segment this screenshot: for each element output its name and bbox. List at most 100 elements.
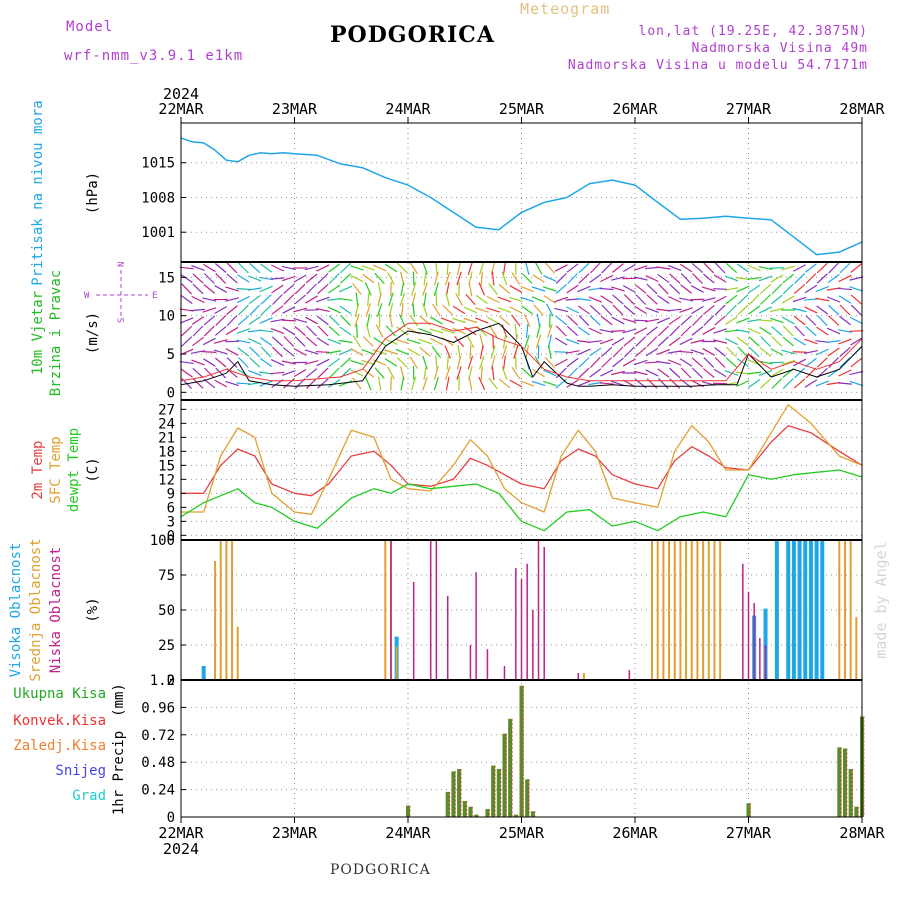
wind-barb: [502, 355, 507, 370]
wind-barb: [828, 357, 839, 368]
wind-barb: [702, 305, 715, 315]
wind-barb: [202, 351, 217, 353]
bottom-axis-label: 26MAR: [612, 824, 658, 842]
wind-barb: [339, 326, 352, 336]
cloud-bar: [537, 540, 540, 680]
wind-barb: [805, 315, 817, 326]
cloud-bar: [214, 561, 217, 680]
wind-barb: [547, 345, 552, 359]
wind-barb: [293, 307, 308, 313]
wind-barb: [446, 260, 449, 276]
cloud-bar: [225, 540, 228, 680]
wind-barb: [260, 346, 272, 358]
wind-barb: [328, 284, 341, 294]
ytick-label-precipitation: 0.96: [141, 700, 175, 716]
ytick-label-pressure: 1001: [141, 225, 175, 241]
wind-barb: [567, 273, 578, 284]
wind-barb: [599, 287, 614, 291]
temp-line-sfc-temp: [181, 404, 863, 515]
wind-barb: [281, 275, 296, 282]
wind-barb: [839, 262, 851, 274]
wind-barb: [713, 274, 727, 283]
wind-barb: [578, 273, 590, 284]
wind-barb: [543, 380, 557, 387]
wind-barb: [511, 314, 521, 327]
wind-barb: [748, 346, 760, 358]
wind-barb: [589, 304, 601, 316]
wind-barb: [656, 360, 671, 365]
cloud-bar: [582, 673, 585, 680]
cloud-bar: [515, 568, 517, 680]
wind-barb: [759, 326, 772, 336]
wind-barb: [440, 328, 455, 334]
wind-barb: [577, 305, 590, 315]
wind-barb: [703, 357, 715, 368]
wind-barb: [180, 294, 193, 305]
wind-barb: [474, 307, 489, 313]
wind-barb: [623, 305, 636, 315]
wind-barb: [389, 313, 393, 328]
wind-barb: [669, 367, 681, 379]
wind-barb: [327, 350, 342, 354]
wind-barb: [758, 275, 773, 282]
wind-barb: [525, 323, 529, 339]
wind-barb: [656, 266, 671, 270]
wind-barb: [260, 263, 273, 273]
wind-barb: [340, 315, 351, 326]
cloud-bar: [803, 540, 808, 680]
wind-barb: [305, 316, 318, 325]
wind-barb: [452, 305, 466, 315]
wind-barb: [543, 295, 557, 304]
wind-barb: [758, 306, 773, 314]
wind-barb: [514, 355, 517, 370]
wind-barb: [236, 295, 250, 304]
wind-barb: [398, 313, 406, 328]
wind-barb: [467, 355, 474, 370]
wind-barb: [422, 261, 428, 275]
cloud-bar: [577, 673, 579, 680]
wind-barb: [543, 369, 557, 377]
cloud-bar: [526, 563, 528, 680]
wind-barb: [566, 325, 579, 337]
wind-barb: [782, 336, 795, 347]
ytick-label-temperature: 15: [158, 458, 175, 474]
ytick-label-clouds: 0: [167, 673, 175, 689]
precip-bar: [451, 771, 456, 817]
wind-barb: [792, 296, 807, 303]
wind-barb: [524, 261, 530, 275]
wind-barb: [566, 357, 579, 368]
ytick-label-precipitation: 0: [167, 810, 175, 826]
cloud-bar: [690, 540, 693, 680]
cloud-bar: [662, 540, 665, 680]
wind-barb: [724, 287, 739, 291]
wind-barb: [411, 376, 417, 391]
wind-barb: [444, 345, 452, 359]
wind-barb: [294, 283, 306, 295]
top-axis-label: 23MAR: [272, 100, 318, 118]
dewpt-axis-title: dewpt Temp: [66, 428, 82, 512]
wind-barb: [567, 367, 578, 379]
cloud-bar: [390, 540, 392, 680]
wind-barb: [316, 264, 330, 272]
wind-barb: [214, 285, 228, 293]
wind-barb: [804, 338, 818, 345]
wind-barb: [306, 325, 317, 337]
precip-bar: [842, 748, 847, 817]
wind-barb: [577, 348, 591, 356]
cloud-bar: [713, 540, 716, 680]
wind_gust-line: [180, 322, 863, 382]
cloud-bar: [707, 540, 710, 680]
wind-barb: [781, 295, 795, 304]
wind-barb: [283, 336, 295, 347]
wind-barb: [204, 273, 215, 284]
wind-barb: [668, 359, 682, 366]
wind-barb: [622, 285, 636, 293]
wind-barb: [805, 357, 817, 368]
wind-barb: [513, 345, 519, 359]
ytick-label-temperature: 24: [158, 416, 175, 432]
cloud-bar: [855, 617, 858, 680]
wind-barb: [249, 262, 261, 274]
wind-barb: [534, 261, 543, 275]
cloud-unit: (%): [85, 597, 101, 622]
wind-barb: [601, 357, 613, 368]
